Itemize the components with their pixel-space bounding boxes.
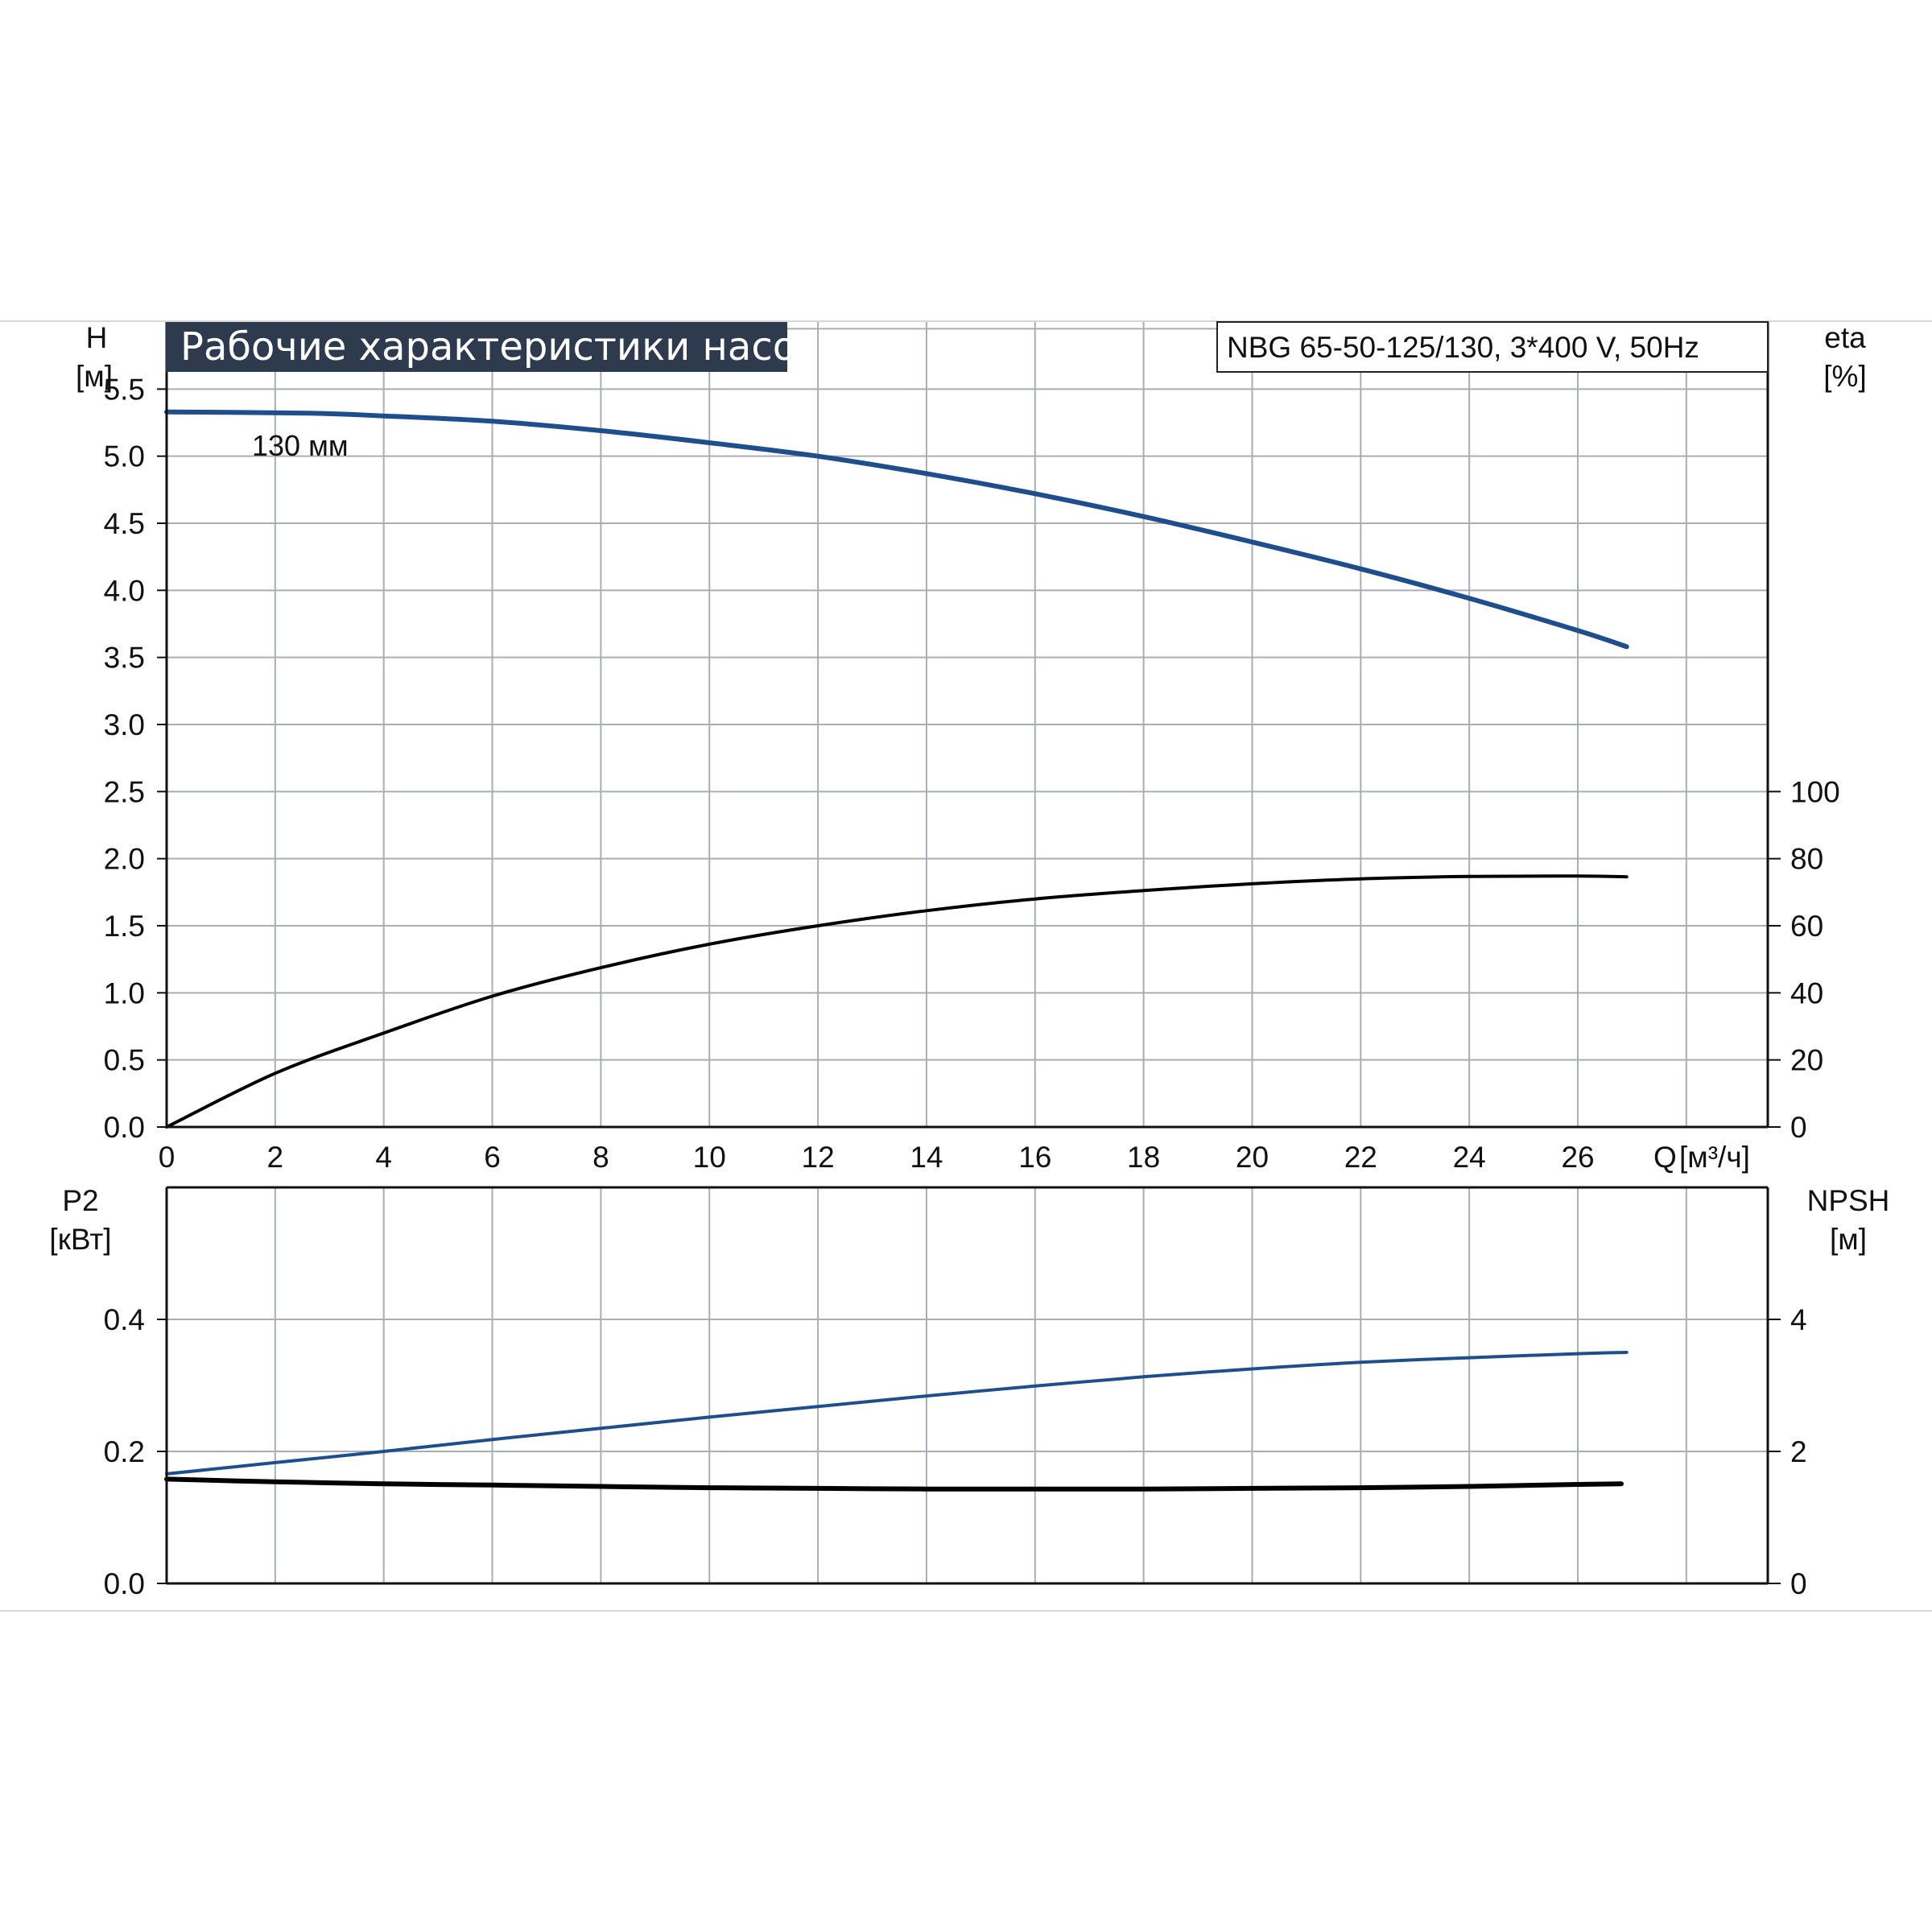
y-right-lower-unit: [м] <box>1830 1223 1867 1256</box>
tick-labels: 0.00.51.01.52.02.53.03.54.04.55.05.50204… <box>104 373 1840 1600</box>
lower-y-left-tick-label: 0.0 <box>104 1567 145 1600</box>
upper-y-right-tick-label: 20 <box>1790 1044 1823 1077</box>
x-tick-label: 18 <box>1127 1141 1160 1174</box>
upper-y-left-tick-label: 0.0 <box>104 1111 145 1144</box>
upper-y-right-tick-label: 40 <box>1790 976 1823 1009</box>
y-left-lower-label: P2 <box>62 1184 98 1217</box>
x-tick-label: 24 <box>1453 1141 1486 1174</box>
lower-y-right-tick-label: 4 <box>1790 1303 1807 1336</box>
lower-series-left-curve <box>165 1351 1629 1476</box>
upper-y-left-tick-label: 1.0 <box>104 976 145 1009</box>
upper-y-left-tick-label: 5.0 <box>104 440 145 473</box>
lower-series-right-curve <box>164 1476 1624 1492</box>
lower-series <box>164 1351 1629 1492</box>
upper-y-left-tick-label: 2.0 <box>104 843 145 876</box>
x-tick-label: 16 <box>1018 1141 1051 1174</box>
y-left-upper-unit: [м] <box>76 360 113 393</box>
lower-y-left-tick-label: 0.2 <box>104 1435 145 1468</box>
x-tick-label: 22 <box>1344 1141 1377 1174</box>
lower-y-right-tick-label: 0 <box>1790 1567 1807 1600</box>
y-right-upper-unit: [%] <box>1823 360 1866 393</box>
lower-y-left-tick-label: 0.4 <box>104 1303 145 1336</box>
x-tick-label: 4 <box>375 1141 392 1174</box>
upper-y-right-tick-label: 0 <box>1790 1111 1807 1144</box>
upper-y-left-tick-label: 3.5 <box>104 642 145 675</box>
model-label: NBG 65-50-125/130, 3*400 V, 50Hz <box>1227 331 1699 364</box>
x-tick-label: 8 <box>592 1141 609 1174</box>
chart-title: Рабочие характеристики насоса <box>180 324 841 369</box>
upper-y-right-tick-label: 60 <box>1790 910 1823 943</box>
axes <box>157 322 1781 1585</box>
lower-y-right-tick-label: 2 <box>1790 1435 1807 1468</box>
lower-grid <box>167 1187 1768 1583</box>
upper-grid <box>167 322 1768 1127</box>
title-box <box>166 322 787 372</box>
upper-y-left-tick-label: 3.0 <box>104 708 145 741</box>
x-tick-label: 2 <box>267 1141 284 1174</box>
upper-y-left-tick-label: 5.5 <box>104 373 145 406</box>
upper-y-left-tick-label: 2.5 <box>104 775 145 808</box>
upper-series <box>164 409 1629 1129</box>
model-box <box>1216 321 1769 373</box>
upper-y-right-tick-label: 100 <box>1790 775 1840 808</box>
x-tick-label: 20 <box>1236 1141 1269 1174</box>
x-tick-label: 26 <box>1561 1141 1594 1174</box>
y-right-lower-label: NPSH <box>1807 1184 1890 1217</box>
x-tick-label: 10 <box>693 1141 726 1174</box>
upper-series-right-curve <box>165 874 1629 1129</box>
upper-y-left-tick-label: 4.0 <box>104 574 145 607</box>
x-tick-label: 0 <box>159 1141 175 1174</box>
x-tick-label: 6 <box>484 1141 501 1174</box>
upper-series-left-curve <box>164 409 1629 650</box>
upper-y-left-tick-label: 4.5 <box>104 507 145 540</box>
upper-y-right-tick-label: 80 <box>1790 843 1823 876</box>
y-left-lower-unit: [кВт] <box>49 1223 111 1256</box>
upper-y-left-tick-label: 1.5 <box>104 910 145 943</box>
x-tick-label: 14 <box>910 1141 943 1174</box>
x-axis-unit: [м³/ч] <box>1679 1141 1750 1174</box>
x-tick-label: 12 <box>802 1141 835 1174</box>
x-axis-label: Q <box>1653 1141 1677 1174</box>
y-left-upper-label: H <box>86 321 108 354</box>
upper-y-left-tick-label: 0.5 <box>104 1044 145 1077</box>
y-right-upper-label: eta <box>1824 321 1866 354</box>
impeller-diameter-label: 130 мм <box>252 429 349 462</box>
